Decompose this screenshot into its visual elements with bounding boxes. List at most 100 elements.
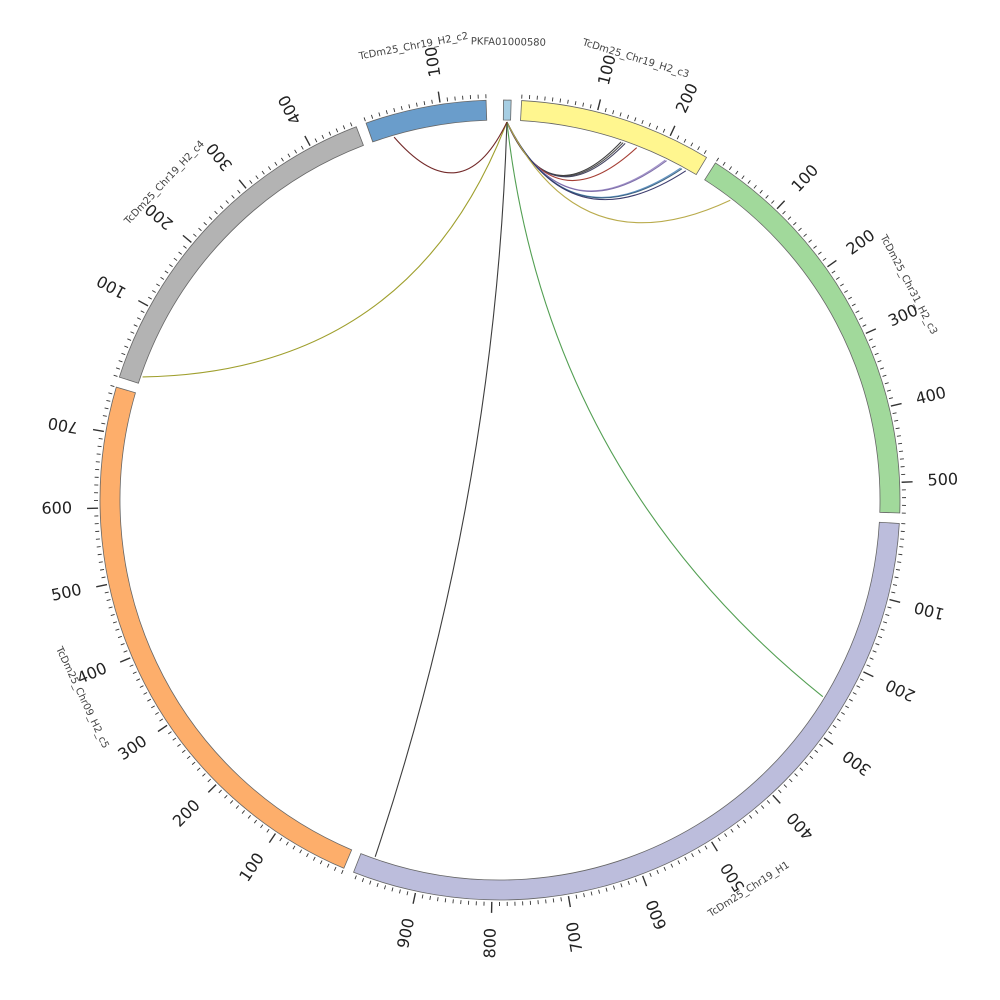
tick-minor bbox=[626, 114, 630, 119]
tick-minor bbox=[108, 392, 113, 395]
tick-minor bbox=[880, 628, 885, 631]
tick-minor bbox=[753, 184, 757, 189]
tick-major bbox=[92, 428, 104, 433]
tick-minor bbox=[771, 200, 775, 204]
tick-minor bbox=[656, 869, 659, 874]
tick-minor bbox=[312, 856, 316, 861]
tick-minor bbox=[841, 712, 845, 715]
tick-minor bbox=[261, 170, 265, 175]
tick-minor bbox=[369, 880, 372, 885]
tick-minor bbox=[730, 828, 734, 833]
tick-minor bbox=[219, 205, 224, 210]
tick-major bbox=[827, 259, 837, 268]
link-10 bbox=[506, 122, 824, 698]
tick-minor bbox=[582, 102, 585, 107]
tick-minor bbox=[143, 692, 148, 695]
tick-minor bbox=[716, 157, 720, 162]
tick-minor bbox=[350, 122, 353, 127]
tick-major bbox=[889, 598, 901, 603]
tick-minor bbox=[294, 149, 298, 154]
tick-minor bbox=[444, 898, 447, 903]
tick-minor bbox=[164, 270, 169, 274]
tick-minor bbox=[866, 664, 871, 667]
tick-minor bbox=[697, 146, 700, 151]
tick-label: 100 bbox=[93, 271, 129, 302]
tick-minor bbox=[249, 180, 253, 184]
tick-minor bbox=[662, 128, 666, 133]
tick-major bbox=[304, 135, 311, 147]
tick-minor bbox=[788, 778, 793, 783]
tick-minor bbox=[822, 257, 827, 261]
tick-minor bbox=[113, 374, 118, 377]
tick-minor bbox=[844, 290, 848, 293]
tick-minor bbox=[619, 112, 622, 117]
tick-minor bbox=[759, 189, 763, 194]
tick-minor bbox=[186, 755, 191, 760]
tick-minor bbox=[151, 705, 155, 709]
tick-minor bbox=[856, 685, 861, 688]
tick-label: 300 bbox=[114, 731, 150, 764]
tick-minor bbox=[415, 102, 418, 107]
tick-major bbox=[865, 328, 877, 335]
tick-minor bbox=[147, 698, 152, 702]
tick-minor bbox=[892, 412, 897, 415]
tick-minor bbox=[247, 815, 251, 819]
tick-minor bbox=[104, 407, 109, 410]
tick-minor bbox=[690, 142, 694, 147]
tick-label: 100 bbox=[235, 849, 268, 885]
tick-minor bbox=[196, 767, 201, 771]
tick-minor bbox=[137, 317, 141, 320]
tick-minor bbox=[202, 773, 206, 777]
tick-minor bbox=[115, 367, 121, 370]
tick-minor bbox=[140, 310, 145, 314]
tick-minor bbox=[285, 841, 289, 846]
tick-minor bbox=[874, 352, 879, 356]
tick-minor bbox=[551, 97, 554, 102]
tick-major bbox=[890, 402, 902, 407]
tick-major bbox=[772, 794, 781, 804]
tick-minor bbox=[208, 216, 213, 220]
links-layer bbox=[142, 121, 824, 857]
tick-minor bbox=[560, 897, 562, 902]
tick-minor bbox=[697, 849, 701, 854]
tick-minor bbox=[385, 110, 388, 115]
tick-major bbox=[863, 671, 874, 678]
tick-minor bbox=[121, 352, 126, 356]
tick-minor bbox=[183, 245, 187, 249]
tick-minor bbox=[274, 161, 278, 166]
link-9 bbox=[506, 121, 731, 224]
tick-minor bbox=[684, 856, 688, 861]
tick-minor bbox=[612, 110, 615, 115]
tick-label: 100 bbox=[421, 45, 444, 78]
tick-label: 600 bbox=[41, 498, 72, 518]
tick-major bbox=[597, 99, 602, 111]
tick-minor bbox=[133, 324, 138, 327]
tick-minor bbox=[845, 705, 849, 709]
tick-minor bbox=[314, 138, 318, 143]
ticks-layer: 100 200 100 200 300 400 500 100 200 300 400 500 600 7… bbox=[41, 45, 958, 958]
tick-minor bbox=[808, 239, 812, 243]
tick-minor bbox=[888, 397, 893, 400]
segment-label: PKFA01000580 bbox=[471, 36, 546, 48]
tick-minor bbox=[589, 104, 592, 109]
segment-TcDm25_Chr19_H1 bbox=[353, 521, 900, 901]
tick-label: 400 bbox=[783, 809, 818, 844]
tick-minor bbox=[231, 195, 235, 199]
tick-minor bbox=[604, 108, 607, 113]
tick-minor bbox=[798, 227, 802, 232]
tick-minor bbox=[279, 837, 283, 842]
tick-minor bbox=[799, 767, 804, 771]
tick-minor bbox=[446, 97, 449, 102]
tick-minor bbox=[835, 276, 840, 280]
tick-minor bbox=[574, 101, 577, 106]
tick-minor bbox=[879, 367, 885, 370]
tick-minor bbox=[156, 283, 160, 287]
tick-minor bbox=[882, 621, 888, 624]
tick-minor bbox=[804, 761, 809, 765]
tick-minor bbox=[641, 119, 644, 125]
tick-minor bbox=[110, 384, 115, 387]
tick-label: 400 bbox=[274, 92, 305, 128]
tick-minor bbox=[819, 743, 823, 747]
tick-minor bbox=[225, 200, 229, 204]
